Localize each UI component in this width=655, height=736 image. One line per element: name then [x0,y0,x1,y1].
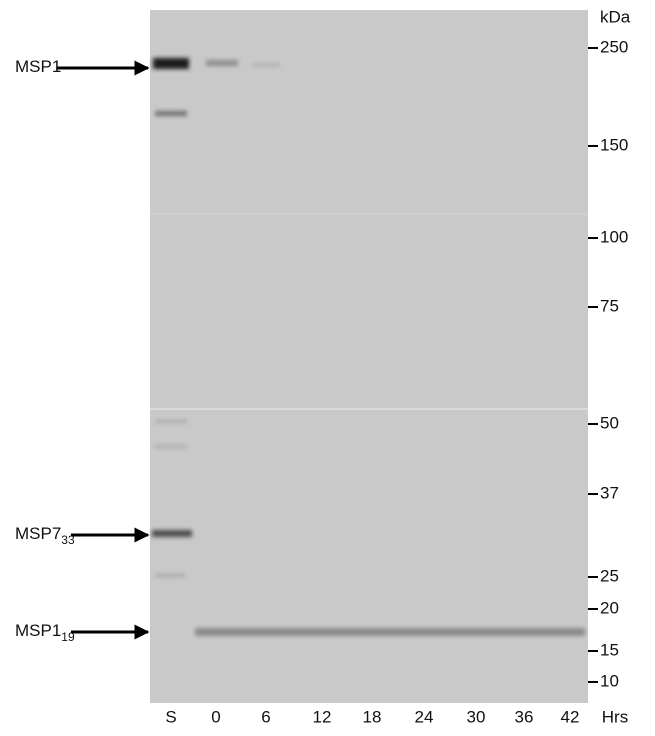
band [155,111,187,116]
lane-labels: Hrs S 0 6 12 18 24 30 36 42 [165,707,628,726]
marker-label: 150 [600,135,628,154]
band [152,530,192,537]
band [206,60,238,66]
marker-label: 75 [600,296,619,315]
band [195,628,585,636]
marker-label: 37 [600,483,619,502]
lane-label: 30 [467,707,486,726]
lane-label: S [165,707,176,726]
protein-subscript: 33 [61,533,75,547]
marker-label: 15 [600,640,619,659]
band [252,63,280,67]
lane-label: 12 [313,707,332,726]
band [155,445,187,448]
lane-axis-label: Hrs [602,707,628,726]
protein-subscript: 19 [61,630,75,644]
protein-name: MSP7 [15,524,61,543]
protein-label: MSP733 [15,524,75,547]
band [153,58,189,69]
protein-name: MSP1 [15,57,61,76]
lane-label: 36 [515,707,534,726]
protein-label: MSP119 [15,621,75,644]
marker-unit: kDa [600,7,631,26]
band [155,574,185,577]
lane-label: 18 [363,707,382,726]
marker-label: 50 [600,413,619,432]
protein-name: MSP1 [15,621,61,640]
marker-label: 250 [600,37,628,56]
marker-label: 100 [600,227,628,246]
lane-label: 6 [261,707,270,726]
protein-label: MSP1 [15,57,61,76]
band [155,420,187,423]
lane-label: 24 [415,707,434,726]
lane-label: 42 [561,707,580,726]
marker-label: 20 [600,598,619,617]
marker-label: 25 [600,566,619,585]
bands [152,58,585,636]
lane-label: 0 [211,707,220,726]
markers: kDa 250 150 100 75 50 37 25 20 15 10 [588,7,631,690]
gel [150,10,588,703]
marker-label: 10 [600,671,619,690]
